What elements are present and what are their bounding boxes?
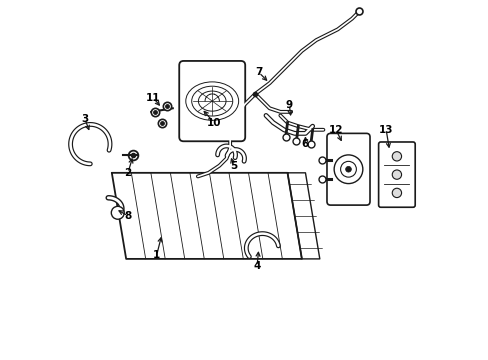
Text: 11: 11 (145, 93, 160, 103)
FancyBboxPatch shape (179, 61, 244, 141)
Text: 3: 3 (81, 114, 88, 124)
Text: 2: 2 (124, 168, 131, 178)
FancyBboxPatch shape (326, 134, 369, 205)
Circle shape (391, 152, 401, 161)
Text: 4: 4 (253, 261, 260, 271)
Text: 6: 6 (301, 139, 308, 149)
Circle shape (345, 166, 351, 172)
Text: 10: 10 (206, 118, 221, 128)
Text: 12: 12 (328, 125, 343, 135)
Circle shape (111, 206, 124, 219)
Text: 13: 13 (378, 125, 393, 135)
Circle shape (391, 188, 401, 198)
FancyBboxPatch shape (378, 142, 414, 207)
Text: 5: 5 (230, 161, 237, 171)
Circle shape (391, 170, 401, 179)
Text: 1: 1 (153, 250, 160, 260)
Text: 7: 7 (255, 67, 262, 77)
Text: 9: 9 (285, 100, 292, 110)
Text: 8: 8 (124, 211, 131, 221)
